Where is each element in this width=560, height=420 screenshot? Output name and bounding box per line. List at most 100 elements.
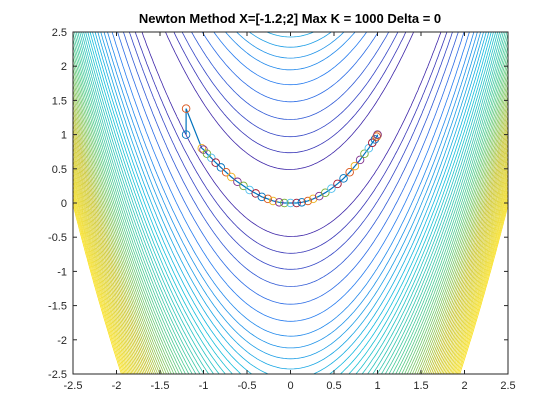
contour-level	[73, 185, 508, 374]
y-tick-label: 1.5	[52, 95, 67, 107]
iterate-marker	[221, 167, 231, 177]
iterate-marker	[207, 153, 216, 163]
contour-level	[73, 189, 508, 374]
iterate-marker	[350, 161, 360, 171]
y-tick-label: 2.5	[52, 27, 67, 39]
y-tick-label: -1.5	[48, 301, 67, 313]
y-tick-label: 1	[61, 130, 67, 142]
x-tick-label: -2	[112, 380, 122, 392]
contour-level	[73, 90, 508, 374]
iterate-marker	[274, 198, 284, 207]
x-tick-label: 2	[461, 380, 467, 392]
contour-level	[73, 51, 508, 374]
iterate-marker	[297, 198, 307, 207]
contour-level	[129, 32, 453, 270]
x-tick-label: 0	[287, 380, 293, 392]
iterate-marker	[227, 172, 236, 182]
contour-level	[73, 84, 508, 374]
iterate-marker	[333, 179, 342, 189]
contour-level	[73, 105, 508, 374]
contour-level	[103, 32, 478, 349]
contour-level	[92, 32, 490, 374]
contour-level	[73, 160, 508, 374]
contour-level	[73, 168, 508, 374]
x-tick-label: 1.5	[413, 380, 428, 392]
contour-level	[123, 32, 459, 287]
contour-level	[73, 181, 508, 374]
iterate-marker	[355, 155, 365, 165]
iterate-marker	[216, 163, 226, 172]
y-tick-label: -1	[57, 266, 67, 278]
contour-level	[73, 32, 508, 374]
contour-level	[77, 32, 504, 374]
x-tick-label: 2.5	[500, 380, 515, 392]
contour-level	[141, 32, 442, 237]
contour-level	[73, 176, 508, 374]
iterate-marker	[360, 149, 369, 159]
contour-level	[83, 32, 499, 374]
iterate-marker	[292, 198, 301, 208]
contour-level	[73, 133, 508, 374]
contour-level	[73, 164, 508, 374]
x-tick-label: 0.5	[326, 380, 341, 392]
contour-level	[73, 79, 508, 374]
contour-level	[73, 196, 508, 374]
iterate-marker	[280, 198, 289, 208]
x-tick-label: -1.5	[151, 380, 170, 392]
y-tick-label: 0	[61, 198, 67, 210]
contour-level	[111, 32, 470, 322]
iterate-marker	[197, 144, 207, 153]
iterate-marker	[327, 184, 336, 193]
contour-level	[74, 32, 508, 374]
iterate-marker	[181, 130, 191, 139]
contour-level	[73, 110, 508, 374]
contour-level	[85, 32, 497, 374]
x-tick-label: -2.5	[64, 380, 83, 392]
contour-level	[97, 32, 484, 370]
iterate-marker	[233, 177, 242, 187]
iterate-marker	[345, 167, 354, 177]
contour-level	[73, 100, 508, 374]
contour-level	[73, 68, 508, 374]
y-tick-label: 0.5	[52, 164, 67, 176]
contour-level	[107, 32, 475, 337]
y-tick-label: -2.5	[48, 369, 67, 381]
contour-level	[73, 119, 508, 374]
contour-level	[73, 45, 508, 374]
iterate-marker	[211, 158, 220, 167]
contour-level	[117, 32, 465, 305]
contour-level	[73, 74, 508, 374]
contour-level	[73, 204, 508, 374]
x-tick-label: 1	[374, 380, 380, 392]
contour-level	[73, 138, 508, 374]
contour-level	[73, 39, 508, 374]
contour-level	[73, 129, 508, 374]
iterate-marker	[181, 104, 191, 113]
contour-level	[73, 156, 508, 374]
contour-lines	[73, 32, 508, 374]
contour-level	[73, 147, 508, 374]
contour-level	[89, 32, 492, 374]
contour-level	[73, 200, 508, 374]
contour-level	[73, 57, 508, 374]
newton-iterates	[181, 104, 382, 208]
contour-level	[73, 63, 508, 374]
iterate-path	[185, 108, 379, 204]
contour-level	[100, 32, 481, 360]
contour-level	[73, 193, 508, 374]
contour-level	[73, 95, 508, 374]
contour-level	[73, 151, 508, 374]
y-tick-label: -0.5	[48, 232, 67, 244]
x-tick-label: -1	[199, 380, 209, 392]
iterate-marker	[263, 194, 273, 204]
iterate-marker	[339, 174, 348, 183]
contour-level	[79, 32, 502, 374]
contour-level	[73, 143, 508, 374]
iterate-marker	[239, 181, 248, 191]
chart-title: Newton Method X=[-1.2;2] Max K = 1000 De…	[139, 11, 441, 26]
contour-level	[87, 32, 494, 374]
iterate-marker	[321, 188, 330, 197]
contour-level	[75, 32, 506, 374]
axis-ticks: -2.5 -2 -1.5 -1 -0.5 0 0.5 1 1.5 2 2.5 -2.5 -2 -1.5 -1…	[48, 27, 516, 392]
